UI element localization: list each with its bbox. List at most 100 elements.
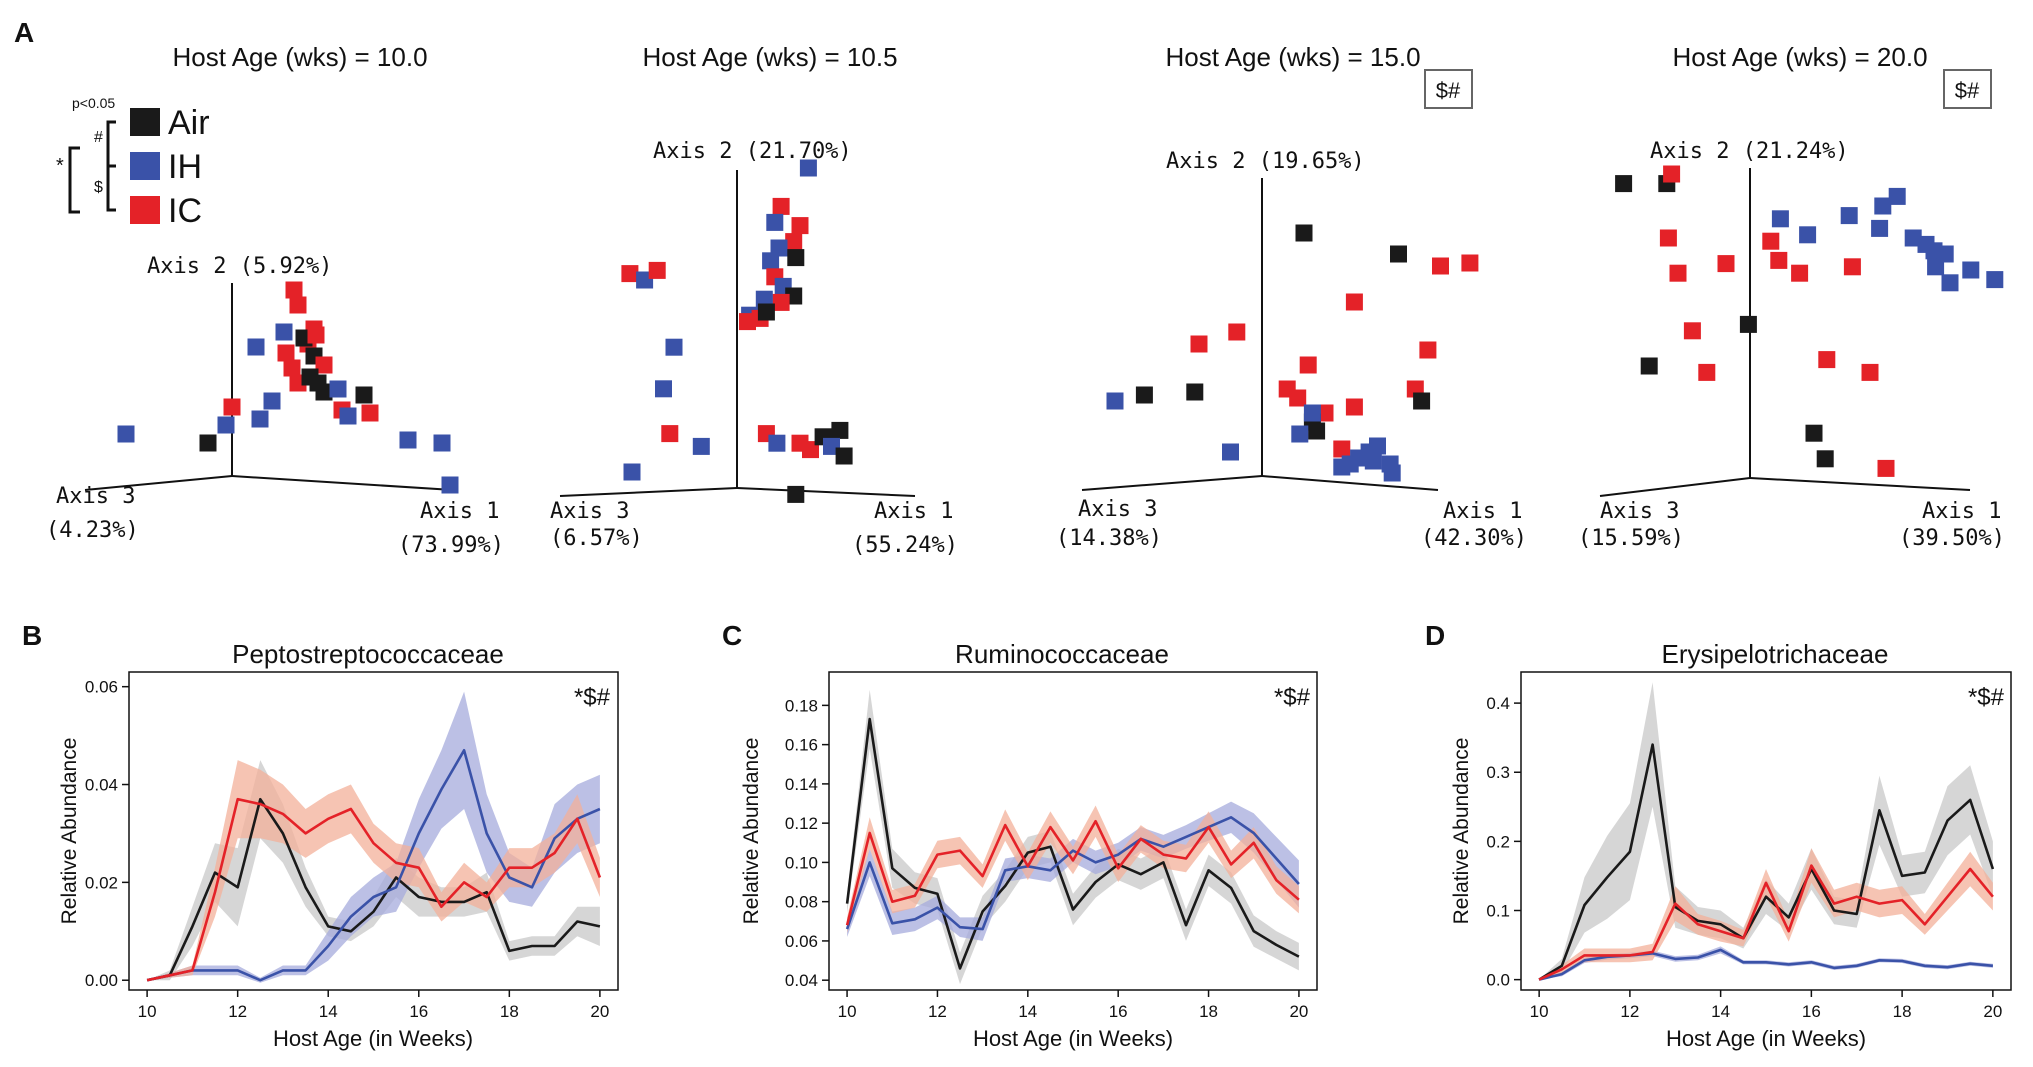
- pcoa-panel-10-5: Host Age (wks) = 10.5 Axis 2 (21.70%) Ax…: [550, 42, 958, 558]
- pcoa-point-air: [787, 249, 805, 267]
- series-line-ic: [845, 819, 1300, 926]
- legend-sym-star: *: [56, 155, 64, 177]
- pcoa-sig-badge: $#: [1955, 78, 1980, 103]
- y-tick-label: 0.1: [1486, 902, 1510, 921]
- pcoa-point-ih: [117, 425, 135, 443]
- plot-frame: [1520, 671, 2012, 991]
- y-tick-label: 0.3: [1486, 763, 1510, 782]
- pcoa-point-ic: [1762, 232, 1780, 250]
- pcoa-point-air: [315, 383, 333, 401]
- line-chart-ylabel: Relative Abundance: [1450, 738, 1473, 925]
- x-tick-label: 10: [838, 1002, 857, 1021]
- line-chart-ruminococcaceae: Ruminococcaceae 0.04 0.06 0.08 0.10 0.12 0.14…: [740, 639, 1318, 1051]
- x-tick-label: 16: [409, 1002, 428, 1021]
- series-line-ic: [1538, 864, 1994, 981]
- pcoa-points: [1106, 224, 1479, 482]
- pcoa-point-air: [1413, 392, 1431, 410]
- plot-lines: [146, 748, 602, 982]
- pcoa-point-ih: [655, 380, 672, 398]
- y-tick-label: 0.2: [1486, 832, 1510, 851]
- x-tick-label: 16: [1109, 1002, 1128, 1021]
- y-tick-label: 0.0: [1486, 971, 1510, 990]
- pcoa-point-ih: [1291, 425, 1309, 443]
- pcoa-point-ic: [1419, 341, 1437, 359]
- pcoa-point-ic: [772, 293, 790, 311]
- pcoa-point-ic: [1669, 264, 1687, 282]
- y-tick-label: 0.02: [85, 873, 118, 892]
- pcoa-point-ic: [283, 359, 301, 377]
- y-tick-label: 0.06: [85, 678, 118, 697]
- plot-frame: [828, 671, 1318, 991]
- line-chart-ylabel: Relative Abundance: [740, 738, 763, 925]
- panel-letter-a: A: [14, 17, 34, 48]
- band-ic: [147, 760, 600, 981]
- pcoa-point-ic: [1877, 459, 1895, 477]
- line-chart-title: Peptostreptococcaceae: [232, 639, 504, 669]
- pcoa-point-ih: [1333, 458, 1351, 476]
- series-line-ic: [146, 797, 602, 982]
- pcoa-point-air: [1295, 224, 1313, 242]
- pcoa-point-ih: [247, 338, 265, 356]
- pcoa-point-ih: [1771, 210, 1789, 228]
- pcoa-points: [621, 159, 853, 503]
- pcoa-point-ih: [1927, 258, 1945, 276]
- x-tick-label: 10: [1530, 1002, 1549, 1021]
- panel-letter-c: C: [722, 620, 742, 651]
- x-tick-label: 10: [138, 1002, 157, 1021]
- pcoa-point-ic: [1190, 335, 1208, 353]
- pcoa-sig-badge: $#: [1436, 78, 1461, 103]
- x-tick-label: 20: [590, 1002, 609, 1021]
- pcoa-point-ih: [1936, 245, 1954, 263]
- legend-label-ic: IC: [168, 192, 202, 230]
- pcoa-point-air: [831, 421, 849, 439]
- pcoa-title: Host Age (wks) = 10.5: [642, 42, 897, 72]
- pcoa-axis1-line: [1749, 477, 1971, 491]
- pcoa-point-ih: [768, 434, 786, 452]
- y-tick-label: 0.18: [785, 696, 818, 715]
- pcoa-point-ic: [621, 265, 639, 283]
- pcoa-point-ih: [1874, 197, 1892, 215]
- pcoa-point-ih: [1222, 443, 1239, 461]
- legend-swatch-air: [130, 108, 160, 136]
- band-ic: [847, 805, 1299, 934]
- series-line-ih: [845, 815, 1300, 931]
- x-tick-label: 14: [1711, 1002, 1730, 1021]
- pcoa-point-ic: [1663, 165, 1681, 183]
- y-tick-label: 0.04: [785, 971, 818, 990]
- y-tick-label: 0.08: [785, 893, 818, 912]
- pcoa-point-ic: [1289, 389, 1307, 407]
- pcoa-point-air: [1739, 315, 1757, 333]
- pcoa-axis1-label: Axis 1: [420, 499, 499, 524]
- x-tick-label: 18: [1199, 1002, 1218, 1021]
- pcoa-panel-20-0: Host Age (wks) = 20.0 $# Axis 2 (21.24%)…: [1578, 42, 2005, 551]
- pcoa-point-ih: [1904, 229, 1922, 247]
- pcoa-point-air: [1186, 383, 1204, 401]
- pcoa-point-ih: [275, 323, 293, 341]
- pcoa-point-ic: [785, 233, 803, 251]
- plot-yticks: 0.04 0.06 0.08 0.10 0.12 0.14 0.16 0.18: [785, 696, 829, 990]
- pcoa-point-air: [757, 303, 775, 321]
- band-ic: [1539, 848, 1993, 980]
- x-tick-label: 12: [1620, 1002, 1639, 1021]
- pcoa-point-ih: [433, 434, 451, 452]
- pcoa-axis3-pct: (4.23%): [46, 518, 139, 543]
- pcoa-point-ih: [1986, 271, 2004, 289]
- pcoa-axis3-line: [559, 487, 738, 497]
- pcoa-point-ic: [1818, 351, 1836, 369]
- y-tick-label: 0.04: [85, 776, 118, 795]
- pcoa-title: Host Age (wks) = 15.0: [1165, 42, 1420, 72]
- line-chart-sig: *$#: [1968, 684, 2005, 711]
- y-tick-label: 0.16: [785, 736, 818, 755]
- plot-yticks: 0.00 0.02 0.04 0.06: [85, 678, 129, 990]
- pcoa-point-ic: [1345, 398, 1363, 416]
- pcoa-point-ic: [661, 425, 679, 443]
- y-tick-label: 0.4: [1486, 694, 1510, 713]
- group-legend: p<0.05 # $ * Air IH IC: [56, 95, 210, 230]
- pcoa-axis1-pct: (42.30%): [1421, 526, 1527, 551]
- pcoa-axis3-line: [1081, 475, 1263, 491]
- x-tick-label: 18: [1893, 1002, 1912, 1021]
- pcoa-point-ic: [1843, 258, 1861, 276]
- pcoa-title: Host Age (wks) = 10.0: [172, 42, 427, 72]
- pcoa-axis3-line: [84, 475, 233, 491]
